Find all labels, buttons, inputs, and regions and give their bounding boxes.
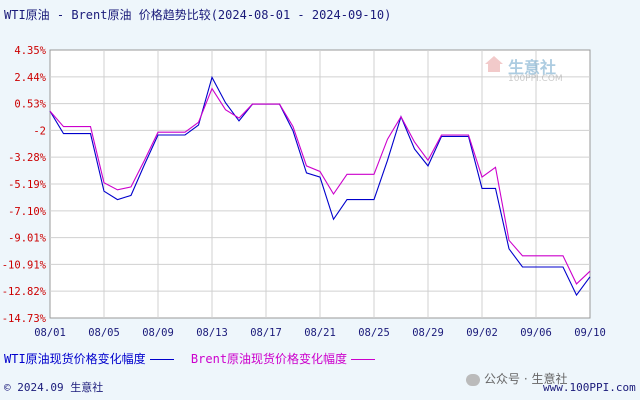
legend-item-wti: WTI原油现货价格变化幅度	[4, 350, 174, 367]
x-tick-label: 09/06	[520, 327, 552, 339]
y-tick-label: -2	[33, 125, 46, 137]
y-tick-label: 4.35%	[14, 45, 46, 57]
house-icon	[485, 56, 503, 72]
x-tick-label: 09/02	[466, 327, 498, 339]
y-tick-label: -5.19%	[8, 179, 47, 191]
x-tick-label: 09/10	[574, 327, 606, 339]
y-axis-ticks: 4.35% 2.44% 0.53% -2 -3.28% -5.19% -7.10% -9.01…	[2, 45, 47, 325]
y-tick-label: -9.01%	[8, 233, 47, 245]
legend-swatch-wti	[149, 359, 174, 360]
x-tick-label: 08/21	[304, 327, 336, 339]
chart-title: WTI原油 - Brent原油 价格趋势比较(2024-08-01 - 2024…	[4, 8, 392, 22]
legend-swatch-brent	[351, 359, 376, 360]
wechat-text: 公众号 · 生意社	[484, 372, 568, 386]
x-axis-ticks: 08/01 08/05 08/09 08/13 08/17 08/21 08/25 08/29…	[34, 327, 606, 339]
y-tick-label: -12.82%	[2, 286, 47, 298]
legend-item-brent: Brent原油现货价格变化幅度	[190, 350, 376, 367]
copyright-footer: © 2024.09 生意社	[4, 381, 104, 394]
x-tick-label: 08/17	[250, 327, 282, 339]
y-tick-label: 0.53%	[14, 99, 46, 111]
source-url: www.100PPI.com	[543, 381, 636, 394]
x-tick-label: 08/09	[142, 327, 174, 339]
x-tick-label: 08/13	[196, 327, 228, 339]
series-line-wti	[49, 75, 591, 297]
watermark-logo: 生意社 100PPI.COM	[484, 54, 563, 84]
y-tick-label: -7.10%	[8, 206, 47, 218]
watermark-name: 生意社	[508, 58, 557, 77]
series-line-brent	[49, 87, 591, 285]
x-tick-label: 08/25	[358, 327, 390, 339]
chart-legend: WTI原油现货价格变化幅度 Brent原油现货价格变化幅度	[4, 350, 385, 367]
legend-label-brent: Brent原油现货价格变化幅度	[190, 352, 348, 366]
x-tick-label: 08/05	[88, 327, 120, 339]
y-tick-label: -3.28%	[8, 152, 47, 164]
wechat-label: 公众号 · 生意社	[466, 370, 567, 387]
legend-label-wti: WTI原油现货价格变化幅度	[4, 352, 146, 366]
y-tick-label: -14.73%	[2, 313, 47, 325]
series-lines	[49, 75, 591, 297]
x-tick-label: 08/29	[412, 327, 444, 339]
watermark-url: 100PPI.COM	[508, 74, 563, 84]
y-tick-label: 2.44%	[14, 72, 46, 84]
wechat-icon	[466, 373, 480, 386]
x-tick-label: 08/01	[34, 327, 66, 339]
grid-lines	[50, 50, 590, 318]
y-tick-label: -10.91%	[2, 259, 47, 271]
